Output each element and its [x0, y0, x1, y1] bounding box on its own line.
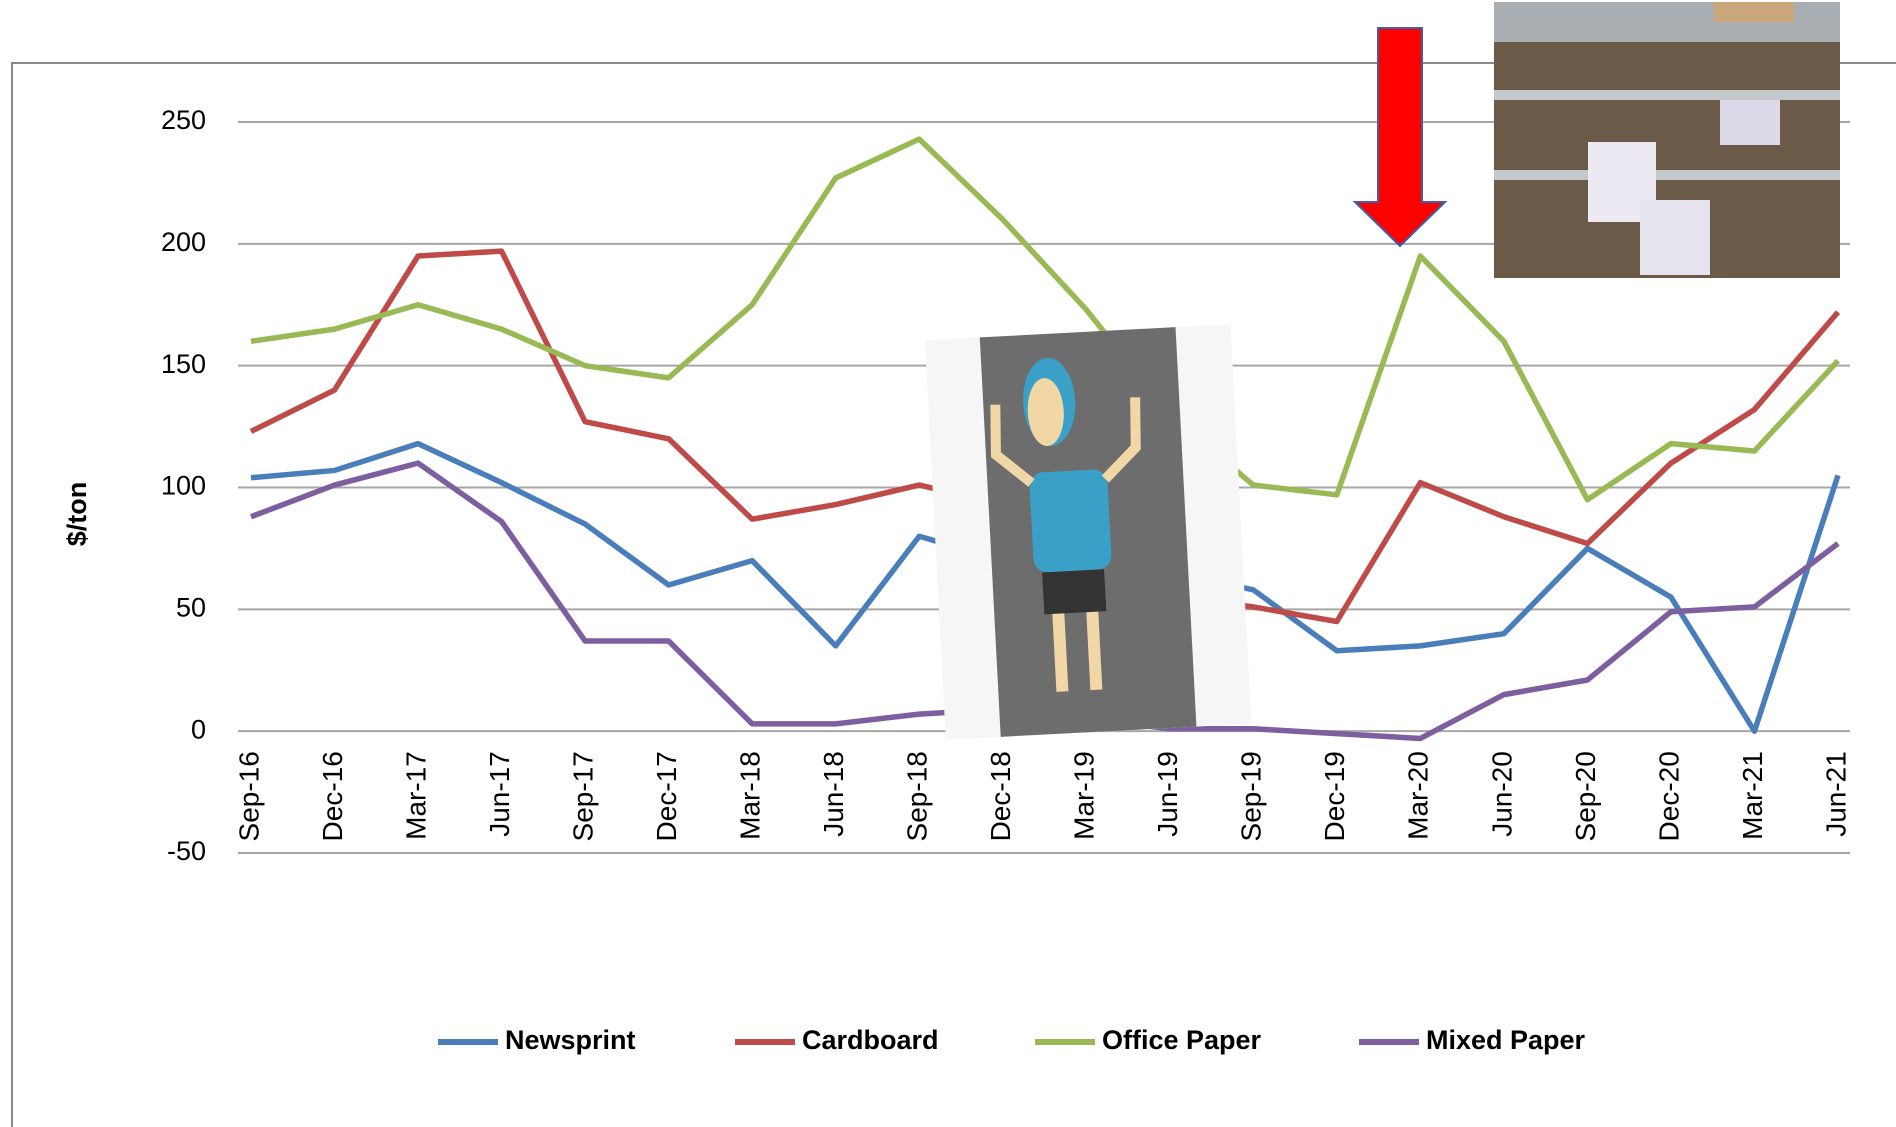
- photo-shelf: [1494, 90, 1840, 100]
- x-tick-label: Mar-17: [400, 751, 431, 840]
- x-tick-label: Dec-20: [1653, 751, 1684, 841]
- cartoon-leg: [1086, 611, 1103, 691]
- y-tick-label: 250: [161, 105, 206, 135]
- y-tick-label: 150: [161, 349, 206, 379]
- y-axis-title: $/ton: [62, 482, 92, 547]
- cartoon: [924, 324, 1252, 740]
- legend-label: Mixed Paper: [1426, 1025, 1586, 1055]
- cartoon-face: [1027, 378, 1064, 447]
- x-tick-label: Jun-17: [484, 751, 515, 837]
- store-photo: [1494, 2, 1840, 278]
- x-tick-label: Mar-21: [1737, 751, 1768, 840]
- y-tick-label: 0: [191, 714, 206, 744]
- x-tick-label: Dec-19: [1319, 751, 1350, 841]
- y-tick-label: 100: [161, 471, 206, 501]
- y-tick-label: 200: [161, 227, 206, 257]
- arrow-shape: [1352, 27, 1448, 248]
- photo-item: [1640, 200, 1710, 275]
- photo-shelf: [1494, 170, 1840, 180]
- cartoon-arm: [1101, 397, 1141, 483]
- x-tick-label: Sep-20: [1570, 751, 1601, 841]
- photo-box: [1714, 2, 1794, 22]
- x-tick-label: Sep-16: [233, 751, 264, 841]
- x-tick-label: Dec-17: [651, 751, 682, 841]
- x-tick-label: Jun-19: [1152, 751, 1183, 837]
- x-tick-label: Sep-18: [902, 751, 933, 841]
- x-tick-label: Sep-19: [1236, 751, 1267, 841]
- chart-frame: [11, 62, 1896, 1127]
- cartoon-arm: [990, 404, 1035, 487]
- x-tick-label: Dec-16: [317, 751, 348, 841]
- x-tick-label: Dec-18: [985, 751, 1016, 841]
- photo-item: [1720, 100, 1780, 145]
- x-tick-label: Sep-17: [567, 751, 598, 841]
- legend-label: Cardboard: [802, 1025, 939, 1055]
- y-tick-label: -50: [167, 836, 206, 866]
- series-line: [250, 136, 1841, 503]
- x-tick-label: Mar-19: [1069, 751, 1100, 840]
- legend-label: Newsprint: [505, 1025, 636, 1055]
- cartoon-leg: [1052, 613, 1069, 692]
- red-arrow: [1352, 27, 1448, 248]
- x-tick-label: Jun-21: [1820, 751, 1851, 837]
- y-tick-label: 50: [176, 592, 206, 622]
- cartoon-shirt: [1029, 469, 1112, 573]
- x-tick-label: Jun-18: [818, 751, 849, 837]
- legend-label: Office Paper: [1102, 1025, 1262, 1055]
- x-tick-label: Mar-20: [1403, 751, 1434, 840]
- cartoon-shorts: [1042, 569, 1107, 615]
- x-tick-label: Jun-20: [1486, 751, 1517, 837]
- x-tick-label: Mar-18: [735, 751, 766, 840]
